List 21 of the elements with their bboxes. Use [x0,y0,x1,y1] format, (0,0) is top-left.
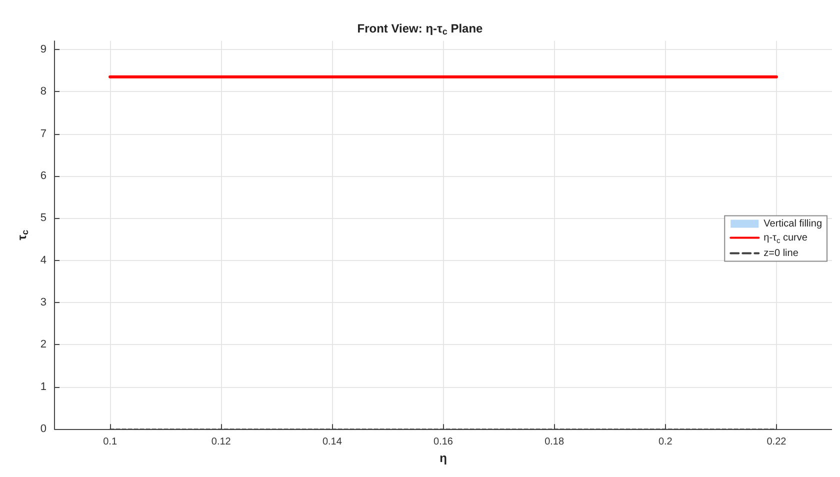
x-tick-label: 0.12 [211,436,232,448]
y-tick-label: 1 [40,380,47,393]
x-tick-label: 0.18 [544,436,564,448]
x-axis-title: η [440,451,447,465]
y-tick-label: 3 [40,296,47,309]
x-tick-label: 0.2 [658,436,673,448]
x-tick-label: 0.14 [322,436,342,448]
y-tick-label: 4 [40,254,47,266]
y-axis-title: τc [15,230,30,240]
y-tick-label: 2 [40,338,47,351]
y-tick-label: 6 [40,170,47,182]
x-tick-label: 0.22 [766,436,787,448]
y-tick-label: 5 [40,212,47,224]
y-tick-label: 0 [40,423,47,436]
y-tick-label: 8 [40,86,47,98]
y-tick-label: 7 [40,128,47,140]
x-tick-label: 0.16 [434,436,454,448]
y-tick-label: 9 [40,43,47,56]
x-tick-label: 0.1 [103,436,118,448]
legend-label: Vertical filling [764,218,822,230]
legend-label: z=0 line [764,248,799,259]
